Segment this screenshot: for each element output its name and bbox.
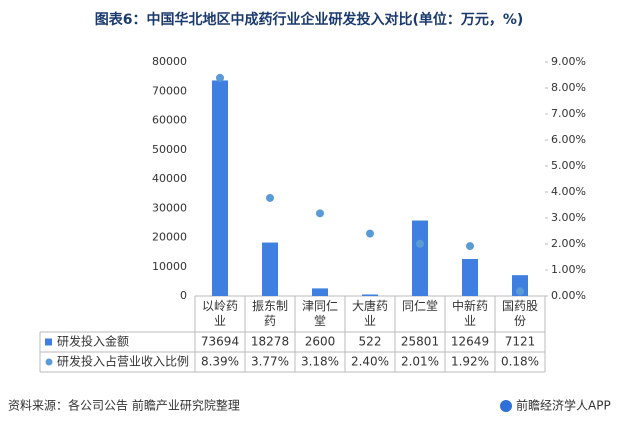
- bar: [412, 220, 428, 296]
- dot: [516, 287, 524, 296]
- y2-tick-label: 6.00%: [551, 133, 586, 146]
- table-value: 0.18%: [501, 355, 539, 369]
- y-tick-label: 50000: [152, 143, 187, 156]
- y-tick-label: 80000: [152, 55, 187, 68]
- y2-tick-label: 4.00%: [551, 185, 586, 198]
- table-value: 8.39%: [201, 355, 239, 369]
- table-value: 25801: [401, 335, 439, 349]
- x-tick-label: 以岭药业: [201, 299, 238, 328]
- logo-icon: [500, 400, 512, 412]
- dot: [416, 239, 424, 248]
- table-value: 3.77%: [251, 355, 289, 369]
- y-tick-label: 70000: [152, 84, 187, 97]
- chart-title: 图表6：中国华北地区中成药行业企业研发投入对比(单位：万元，%): [95, 11, 524, 28]
- table-value: 2600: [305, 335, 336, 349]
- legend-marker: [45, 338, 52, 346]
- bar: [512, 275, 528, 296]
- bar: [262, 242, 278, 296]
- table-value: 3.18%: [301, 355, 339, 369]
- y2-tick-label: 1.00%: [551, 263, 586, 276]
- x-tick-label: 振东制药: [251, 299, 288, 328]
- table-value: 73694: [201, 335, 239, 349]
- bar: [462, 259, 478, 296]
- bar: [212, 80, 228, 296]
- bar: [312, 288, 328, 296]
- y-tick-label: 10000: [152, 260, 187, 273]
- logo: 前瞻经济学人APP: [516, 398, 611, 413]
- y-tick-label: 40000: [152, 172, 187, 185]
- table-value: 2.40%: [351, 355, 389, 369]
- legend-label: 研发投入占营业收入比例: [57, 354, 189, 369]
- table-value: 18278: [251, 335, 289, 349]
- y2-tick-label: 8.00%: [551, 81, 586, 94]
- dot: [466, 242, 474, 251]
- legend-label: 研发投入金额: [57, 334, 129, 349]
- y2-tick-label: 3.00%: [551, 211, 586, 224]
- y-tick-label: 60000: [152, 114, 187, 127]
- legend-marker: [45, 358, 53, 366]
- dot: [266, 193, 274, 202]
- y-tick-label: 30000: [152, 201, 187, 214]
- y2-tick-label: 0.00%: [551, 289, 586, 302]
- table-value: 7121: [505, 335, 536, 349]
- y2-tick-label: 7.00%: [551, 107, 586, 120]
- x-tick-label: 大唐药业: [351, 299, 388, 328]
- y-tick-label: 0: [180, 289, 187, 302]
- table-value: 2.01%: [401, 355, 439, 369]
- dot: [366, 229, 374, 238]
- x-tick-label: 中新药业: [451, 299, 488, 328]
- y2-tick-label: 2.00%: [551, 237, 586, 250]
- y2-tick-label: 5.00%: [551, 159, 586, 172]
- source: 资料来源：各公司公告 前瞻产业研究院整理: [8, 398, 240, 413]
- dot: [316, 209, 324, 218]
- table-value: 12649: [451, 335, 489, 349]
- table-value: 1.92%: [451, 355, 489, 369]
- dot: [216, 73, 224, 82]
- x-tick-label: 津同仁堂: [301, 299, 338, 328]
- x-tick-label: 国药股份: [501, 299, 538, 328]
- y-tick-label: 20000: [152, 231, 187, 244]
- x-tick-label: 同仁堂: [401, 299, 438, 313]
- bar: [362, 294, 378, 296]
- y2-tick-label: 9.00%: [551, 55, 586, 68]
- table-value: 522: [359, 335, 382, 349]
